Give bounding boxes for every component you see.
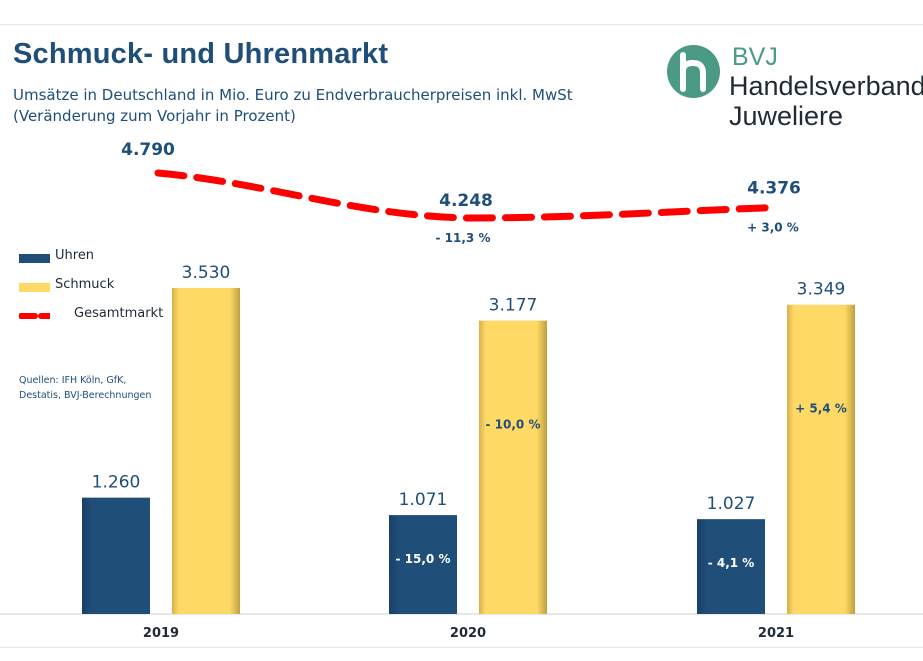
sources-line-1: Quellen: IFH Köln, GfK, xyxy=(19,375,127,386)
subtitle-line-2: (Veränderung zum Vorjahr in Prozent) xyxy=(13,107,296,125)
subtitle-line-1: Umsätze in Deutschland in Mio. Euro zu E… xyxy=(13,86,573,104)
change-label-uhren-2021: - 4,1 % xyxy=(708,556,755,570)
value-label-gesamtmarkt-2020: 4.248 xyxy=(439,191,493,211)
value-label-schmuck-2020: 3.177 xyxy=(489,296,538,316)
change-label-schmuck-2021: + 5,4 % xyxy=(795,402,847,416)
bar-schmuck-2019 xyxy=(172,288,240,614)
sources-line-2: Destatis, BVJ-Berechnungen xyxy=(19,390,152,401)
value-label-schmuck-2019: 3.530 xyxy=(182,263,231,283)
x-tick-label-2021: 2021 xyxy=(758,626,794,641)
bar-schmuck-2021 xyxy=(787,304,855,614)
change-label-gesamtmarkt-2020: - 11,3 % xyxy=(436,231,491,245)
value-label-uhren-2021: 1.027 xyxy=(707,494,756,514)
logo-line-2: Handelsverband xyxy=(729,71,923,101)
change-label-uhren-2020: - 15,0 % xyxy=(396,552,451,566)
bar-uhren-2021 xyxy=(697,519,765,614)
value-label-schmuck-2021: 3.349 xyxy=(797,280,846,300)
legend-label-uhren: Uhren xyxy=(55,248,95,263)
bar-schmuck-2020 xyxy=(479,320,547,614)
legend-label-schmuck: Schmuck xyxy=(55,277,115,292)
change-label-schmuck-2020: - 10,0 % xyxy=(486,418,541,432)
logo-h-icon xyxy=(680,52,706,92)
value-label-gesamtmarkt-2019: 4.790 xyxy=(121,140,175,160)
logo-bvj-text: BVJ xyxy=(732,43,778,71)
subtitle: Umsätze in Deutschland in Mio. Euro zu E… xyxy=(13,85,573,127)
x-tick-label-2020: 2020 xyxy=(450,626,486,641)
value-label-uhren-2020: 1.071 xyxy=(399,490,448,510)
legend-swatch-uhren xyxy=(19,254,50,263)
sources-note: Quellen: IFH Köln, GfK, Destatis, BVJ-Be… xyxy=(19,373,151,403)
logo-line-3: Juweliere xyxy=(729,101,844,131)
x-tick-label-2019: 2019 xyxy=(143,626,179,641)
legend-label-gesamtmarkt: Gesamtmarkt xyxy=(74,306,164,321)
change-label-gesamtmarkt-2021: + 3,0 % xyxy=(747,220,799,234)
value-label-gesamtmarkt-2021: 4.376 xyxy=(747,178,801,198)
bvj-logo: BVJ Handelsverband Juweliere xyxy=(664,43,923,135)
page-title: Schmuck- und Uhrenmarkt xyxy=(13,38,389,70)
logo-mark xyxy=(667,45,720,98)
top-divider xyxy=(0,24,923,25)
bar-uhren-2020 xyxy=(389,515,457,614)
value-label-uhren-2019: 1.260 xyxy=(92,473,141,493)
legend-swatch-gesamtmarkt xyxy=(19,313,50,319)
legend-swatch-schmuck xyxy=(19,283,50,292)
bottom-divider xyxy=(0,647,923,648)
series-line-gesamtmarkt xyxy=(154,169,782,222)
bar-uhren-2019 xyxy=(82,497,150,614)
